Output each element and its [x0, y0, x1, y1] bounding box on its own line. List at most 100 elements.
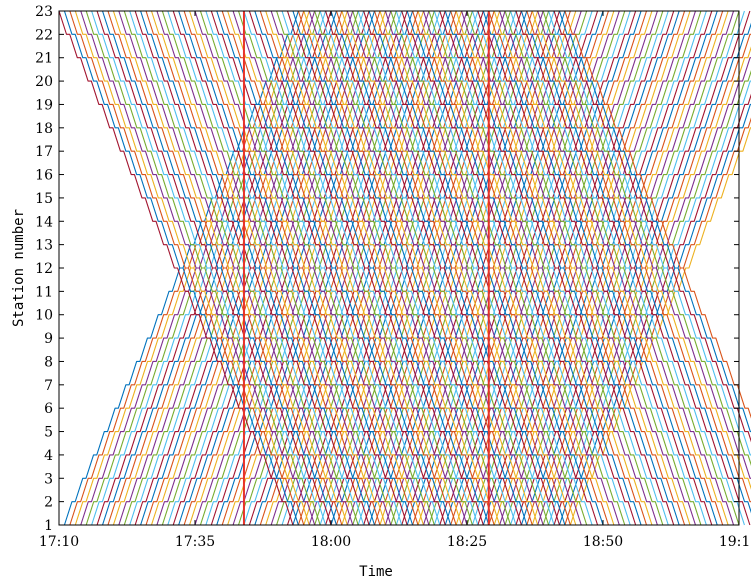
train-down-line — [194, 10, 430, 526]
train-down-line — [107, 10, 343, 526]
train-down-line — [297, 10, 533, 526]
train-down-line — [167, 10, 403, 526]
train-down-line — [63, 10, 299, 526]
train-down-line — [199, 10, 435, 526]
train-down-line — [368, 10, 604, 526]
x-tick-label: 17:10 — [39, 534, 79, 550]
y-tick-label: 9 — [44, 331, 53, 347]
y-tick-label: 1 — [44, 518, 53, 534]
train-down-line — [237, 10, 473, 526]
train-down-line — [330, 10, 566, 526]
y-tick-label: 22 — [35, 27, 53, 43]
train-down-line — [69, 10, 305, 526]
y-tick-label: 6 — [44, 401, 53, 417]
train-down-line — [150, 10, 386, 526]
train-down-line — [189, 10, 425, 526]
train-down-line — [471, 10, 707, 526]
y-tick-label: 23 — [35, 4, 53, 20]
train-down-line — [373, 10, 609, 526]
train-down-line — [265, 10, 501, 526]
y-tick-label: 18 — [35, 121, 53, 137]
train-down-line — [248, 10, 484, 526]
train-down-line — [259, 10, 495, 526]
x-tick-label: 18:25 — [447, 534, 487, 550]
train-down-line — [227, 10, 463, 526]
train-down-line — [395, 10, 631, 526]
train-down-line — [270, 10, 506, 526]
train-down-line — [553, 10, 751, 443]
train-down-line — [178, 10, 414, 526]
train-down-line — [537, 10, 751, 479]
train-down-line — [499, 10, 735, 526]
y-tick-label: 21 — [35, 51, 53, 67]
train-down-line — [509, 10, 745, 526]
train-down-line — [564, 10, 751, 419]
y-tick-label: 11 — [35, 284, 53, 300]
y-tick-label: 14 — [35, 214, 53, 230]
y-tick-label: 5 — [44, 425, 53, 441]
train-down-line — [319, 10, 555, 526]
train-down-line — [461, 10, 697, 526]
train-down-line — [384, 10, 620, 526]
train-down-line — [140, 10, 376, 526]
y-tick-label: 4 — [44, 448, 53, 464]
train-down-line — [515, 10, 751, 526]
y-axis-label: Station number — [11, 209, 27, 327]
train-down-line — [352, 10, 588, 526]
train-down-line — [292, 10, 528, 526]
train-down-line — [80, 10, 316, 526]
train-down-line — [221, 10, 457, 526]
train-down-line — [493, 10, 729, 526]
train-down-line — [276, 10, 512, 526]
train-down-line — [308, 10, 544, 526]
train-down-line — [466, 10, 702, 526]
train-down-line — [85, 10, 321, 526]
train-down-line — [406, 10, 642, 526]
train-down-line — [286, 10, 522, 526]
train-down-line — [526, 10, 751, 503]
train-down-line — [58, 10, 294, 526]
train-down-line — [183, 10, 419, 526]
train-down-line — [455, 10, 691, 526]
train-down-line — [314, 10, 550, 526]
reference-lines — [242, 11, 490, 525]
train-down-line — [172, 10, 408, 526]
train-down-line — [390, 10, 626, 526]
train-down-line — [417, 10, 653, 526]
train-down-line — [232, 10, 468, 526]
train-down-line — [129, 10, 365, 526]
train-down-line — [281, 10, 517, 526]
train-down-line — [401, 10, 637, 526]
train-down-line — [254, 10, 490, 526]
train-down-line — [325, 10, 561, 526]
train-down-line — [161, 10, 397, 526]
x-tick-label: 18:00 — [311, 534, 351, 550]
train-down-line — [101, 10, 337, 526]
train-down-line — [363, 10, 599, 526]
train-down-line — [118, 10, 354, 526]
train-down-line — [156, 10, 392, 526]
train-down-line — [439, 10, 675, 526]
train-down-line — [145, 10, 381, 526]
train-down-line — [341, 10, 577, 526]
train-down-line — [112, 10, 348, 526]
x-tick-label: 19:15 — [719, 534, 751, 550]
x-axis-label: Time — [359, 564, 393, 580]
train-down-line — [450, 10, 686, 526]
train-down-line — [444, 10, 680, 526]
y-tick-label: 3 — [44, 471, 53, 487]
train-down-line — [548, 10, 751, 456]
train-down-line — [433, 10, 669, 526]
train-down-line — [520, 10, 751, 514]
x-axis-ticks: 17:10 17:35 18:00 18:25 18:50 19:15 — [39, 11, 751, 550]
train-down-line — [412, 10, 648, 526]
train-down-line — [531, 10, 751, 490]
y-tick-label: 12 — [35, 261, 53, 277]
x-tick-label: 17:35 — [175, 534, 215, 550]
x-tick-label: 18:50 — [583, 534, 623, 550]
train-down-line — [422, 10, 658, 526]
y-tick-label: 15 — [35, 191, 53, 207]
train-down-line — [205, 10, 441, 526]
